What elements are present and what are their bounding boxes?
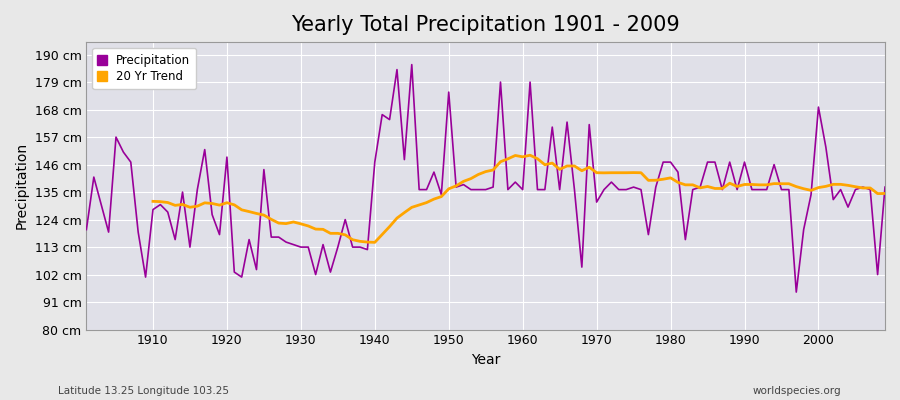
Text: worldspecies.org: worldspecies.org [753, 386, 842, 396]
Legend: Precipitation, 20 Yr Trend: Precipitation, 20 Yr Trend [93, 48, 196, 89]
Text: Latitude 13.25 Longitude 103.25: Latitude 13.25 Longitude 103.25 [58, 386, 230, 396]
X-axis label: Year: Year [471, 353, 500, 367]
Title: Yearly Total Precipitation 1901 - 2009: Yearly Total Precipitation 1901 - 2009 [292, 15, 680, 35]
Y-axis label: Precipitation: Precipitation [15, 142, 29, 230]
